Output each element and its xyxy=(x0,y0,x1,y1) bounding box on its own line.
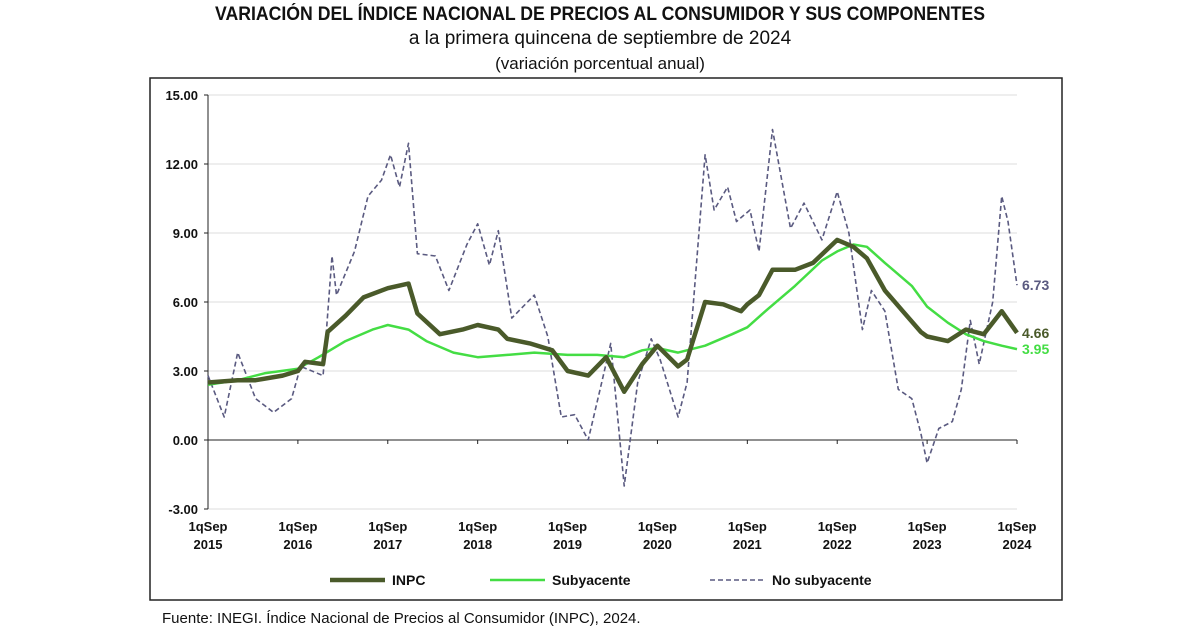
x-tick-label: 2019 xyxy=(553,537,582,552)
end-value-label: 6.73 xyxy=(1022,277,1049,293)
chart-frame xyxy=(149,77,1063,601)
y-tick-label: 6.00 xyxy=(173,295,198,310)
x-tick-label: 2022 xyxy=(823,537,852,552)
chart-subtitle: a la primera quincena de septiembre de 2… xyxy=(408,28,792,49)
x-tick-label: 1qSep xyxy=(908,519,947,534)
x-tick-label: 2023 xyxy=(913,537,942,552)
end-value-label: 3.95 xyxy=(1022,341,1049,357)
x-tick-label: 2018 xyxy=(463,537,492,552)
x-tick-label: 2015 xyxy=(194,537,223,552)
x-tick-label: 1qSep xyxy=(278,519,317,534)
chart-subtitle-units: (variación porcentual anual) xyxy=(495,54,705,73)
y-tick-label: 0.00 xyxy=(173,433,198,448)
x-tick-label: 2021 xyxy=(733,537,762,552)
x-tick-label: 1qSep xyxy=(548,519,587,534)
y-tick-label: 15.00 xyxy=(165,88,198,103)
x-tick-label: 1qSep xyxy=(188,519,227,534)
y-tick-label: 3.00 xyxy=(173,364,198,379)
x-tick-label: 1qSep xyxy=(728,519,767,534)
x-tick-label: 1qSep xyxy=(997,519,1036,534)
x-tick-label: 1qSep xyxy=(638,519,677,534)
x-tick-label: 1qSep xyxy=(818,519,857,534)
x-tick-label: 2020 xyxy=(643,537,672,552)
legend-label: INPC xyxy=(392,572,425,588)
x-tick-label: 2016 xyxy=(283,537,312,552)
x-tick-label: 2024 xyxy=(1003,537,1033,552)
x-tick-label: 2017 xyxy=(373,537,402,552)
y-tick-label: 12.00 xyxy=(165,157,198,172)
legend-label: Subyacente xyxy=(552,572,631,588)
x-tick-label: 1qSep xyxy=(368,519,407,534)
chart-title: VARIACIÓN DEL ÍNDICE NACIONAL DE PRECIOS… xyxy=(214,4,986,25)
y-tick-label: -3.00 xyxy=(168,502,198,517)
y-tick-label: 9.00 xyxy=(173,226,198,241)
source-note: Fuente: INEGI. Índice Nacional de Precio… xyxy=(162,610,641,627)
x-tick-label: 1qSep xyxy=(458,519,497,534)
legend-label: No subyacente xyxy=(772,572,872,588)
series-line-inpc xyxy=(207,237,1019,394)
series-line-no-subyacente xyxy=(207,128,1018,487)
end-value-label: 4.66 xyxy=(1022,325,1049,341)
